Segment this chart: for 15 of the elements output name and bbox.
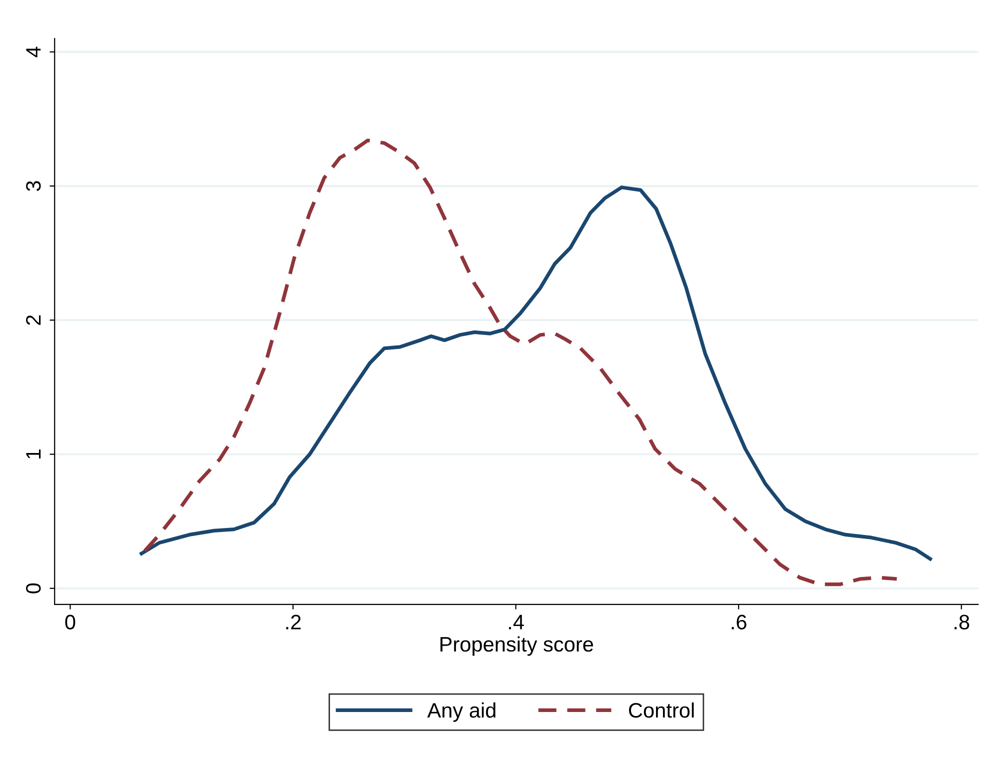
- y-tick-label: 2: [26, 315, 41, 325]
- x-tick-label: .8: [954, 614, 970, 630]
- x-tick-label: .4: [509, 614, 524, 630]
- legend-label: Control: [629, 702, 694, 718]
- line-series: [143, 138, 899, 586]
- x-axis-title: Propensity score: [440, 636, 594, 656]
- line-series: [140, 186, 932, 561]
- y-tick-label: 3: [26, 181, 41, 192]
- x-tick-label: 0: [65, 614, 76, 630]
- x-tick-label: .2: [286, 614, 301, 630]
- y-tick-label: 4: [26, 46, 41, 58]
- y-tick-label: 0: [26, 583, 41, 594]
- legend-label: Any aid: [427, 702, 496, 722]
- y-tick-label: 1: [26, 449, 41, 458]
- x-tick-label: .6: [732, 614, 746, 630]
